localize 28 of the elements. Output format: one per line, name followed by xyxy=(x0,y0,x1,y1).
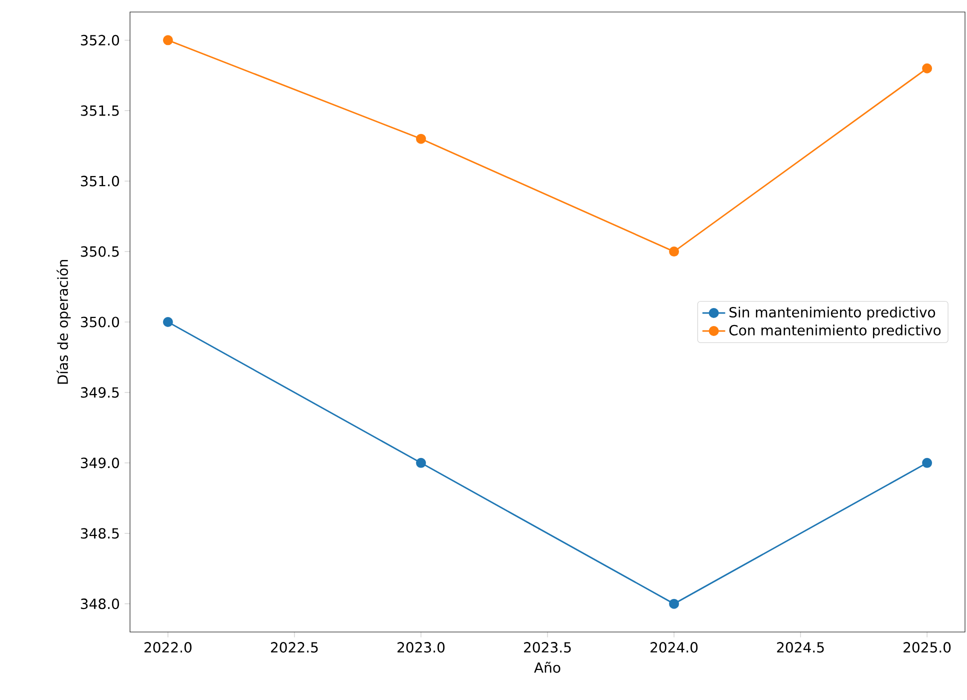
point xyxy=(669,598,680,609)
legend-label: Con mantenimiento predictivo xyxy=(729,324,941,338)
point xyxy=(416,134,426,144)
y-tick-label: 351.5 xyxy=(80,105,119,116)
x-tick-label: 2023.5 xyxy=(524,642,571,653)
y-tick-label: 348.5 xyxy=(80,528,119,539)
x-tick-label: 2025.0 xyxy=(904,642,951,653)
x-tick-label: 2022.5 xyxy=(271,642,318,653)
y-tick-label: 350.5 xyxy=(80,246,119,257)
point xyxy=(922,458,932,468)
x-tick-label: 2024.0 xyxy=(650,642,698,653)
x-tick-label: 2022.0 xyxy=(144,642,192,653)
y-tick-label: 349.0 xyxy=(80,458,120,468)
y-tick-label: 351.0 xyxy=(80,176,120,186)
point xyxy=(162,317,173,327)
y-tick-label: 348.0 xyxy=(80,598,120,610)
x-axis-title: Año xyxy=(534,662,560,673)
point xyxy=(922,63,932,74)
point xyxy=(416,458,426,468)
x-tick-label: 2023.0 xyxy=(398,642,445,653)
x-tick-label: 2024.5 xyxy=(777,642,824,653)
y-tick-label: 352.0 xyxy=(80,34,120,46)
y-tick-label: 349.5 xyxy=(80,387,119,398)
point xyxy=(162,35,173,46)
legend-label: Sin mantenimiento predictivo xyxy=(730,306,936,320)
y-tick-label: 350.0 xyxy=(80,316,120,328)
point xyxy=(669,246,680,257)
y-axis-title: Días de operación xyxy=(56,260,71,384)
